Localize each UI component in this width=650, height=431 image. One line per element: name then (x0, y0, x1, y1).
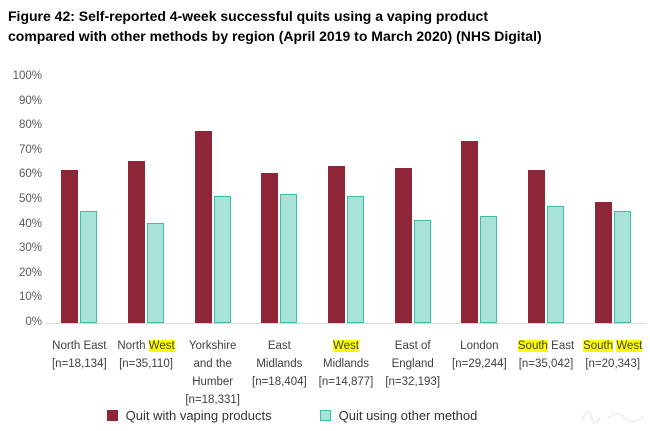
y-axis-tick-label: 70% (18, 143, 42, 156)
highlighted-text: West (616, 340, 643, 352)
x-axis-category-label: Yorkshire and the Humber [n=18,331] (185, 340, 241, 406)
legend-swatch-other-icon (319, 410, 331, 421)
x-axis-category-label: North West [n=35,110] (117, 340, 175, 370)
bar-group (46, 77, 113, 323)
x-axis-category-label: South East [n=35,042] (517, 340, 575, 370)
y-axis: 100% 90% 80% 70% 60% 50% 40% 30% 20% 10% 0% (0, 70, 42, 328)
bar-group (579, 77, 646, 323)
bar-quit-vaping (194, 131, 212, 323)
bar-quit-vaping (394, 168, 412, 323)
highlighted-text: South (517, 340, 548, 352)
y-axis-tick-label: 100% (12, 70, 42, 82)
bar-quit-other (613, 211, 631, 323)
y-axis-tick-label: 80% (18, 119, 42, 132)
y-axis-tick-label: 60% (18, 168, 42, 181)
bar-quit-vaping (594, 202, 612, 323)
x-axis-labels: North East [n=18,134] North West [n=35,110]… (46, 337, 646, 409)
highlighted-text: West (148, 340, 175, 352)
legend: Quit with vaping products Quit using oth… (0, 408, 584, 423)
bar-group (113, 77, 180, 323)
y-axis-tick-label: 20% (18, 266, 42, 279)
figure-title-line-1: Figure 42: Self-reported 4-week successf… (8, 8, 488, 24)
watermark (581, 410, 645, 424)
x-axis-category-label: North East [n=18,134] (51, 340, 107, 370)
y-axis-tick-label: 90% (18, 94, 42, 107)
bar-groups (46, 77, 646, 323)
bar-quit-vaping (128, 160, 145, 323)
bar-quit-other (480, 216, 498, 323)
bar-quit-other (413, 219, 431, 323)
bar-group (246, 77, 313, 323)
bar-group (446, 77, 513, 323)
bar-group (379, 77, 446, 323)
legend-item-vaping: Quit with vaping products (106, 408, 272, 423)
y-axis-tick-label: 10% (18, 291, 42, 304)
bar-quit-other (213, 196, 231, 323)
figure-title: Figure 42: Self-reported 4-week successf… (8, 6, 542, 46)
y-axis-tick-label: 30% (18, 242, 42, 255)
bar-quit-other (347, 196, 365, 323)
y-axis-tick-label: 50% (18, 193, 42, 205)
legend-label-vaping: Quit with vaping products (125, 408, 272, 423)
figure-title-line-2: compared with other methods by region (A… (8, 28, 542, 44)
y-axis-tick-label: 40% (18, 217, 42, 230)
bar-quit-other (80, 211, 98, 323)
legend-label-other: Quit using other method (338, 408, 478, 423)
bar-quit-other (147, 223, 164, 323)
y-axis-tick-label: 0% (25, 316, 42, 328)
bar-group (513, 77, 580, 323)
x-axis-category-label: London [n=29,244] (452, 340, 507, 370)
legend-swatch-vaping-icon (106, 410, 118, 421)
bar-quit-other (547, 206, 565, 323)
x-axis-category-label: West Midlands [n=14,877] (318, 340, 374, 388)
x-axis-category-label: East of England [n=32,193] (385, 340, 441, 388)
highlighted-text: West (333, 340, 360, 352)
bar-group (179, 77, 246, 323)
bar-quit-vaping (261, 172, 279, 323)
x-axis-category-label: East Midlands [n=18,404] (252, 340, 307, 388)
x-axis-category-label: South West [n=20,343] (583, 340, 643, 370)
bar-quit-other (280, 193, 298, 323)
plot-area (46, 77, 646, 324)
highlighted-text: South (583, 340, 614, 352)
bar-quit-vaping (461, 140, 479, 323)
bar-quit-vaping (528, 170, 546, 323)
legend-item-other: Quit using other method (319, 408, 478, 423)
bar-quit-vaping (328, 165, 346, 323)
bar-group (313, 77, 380, 323)
bar-quit-vaping (61, 170, 79, 323)
